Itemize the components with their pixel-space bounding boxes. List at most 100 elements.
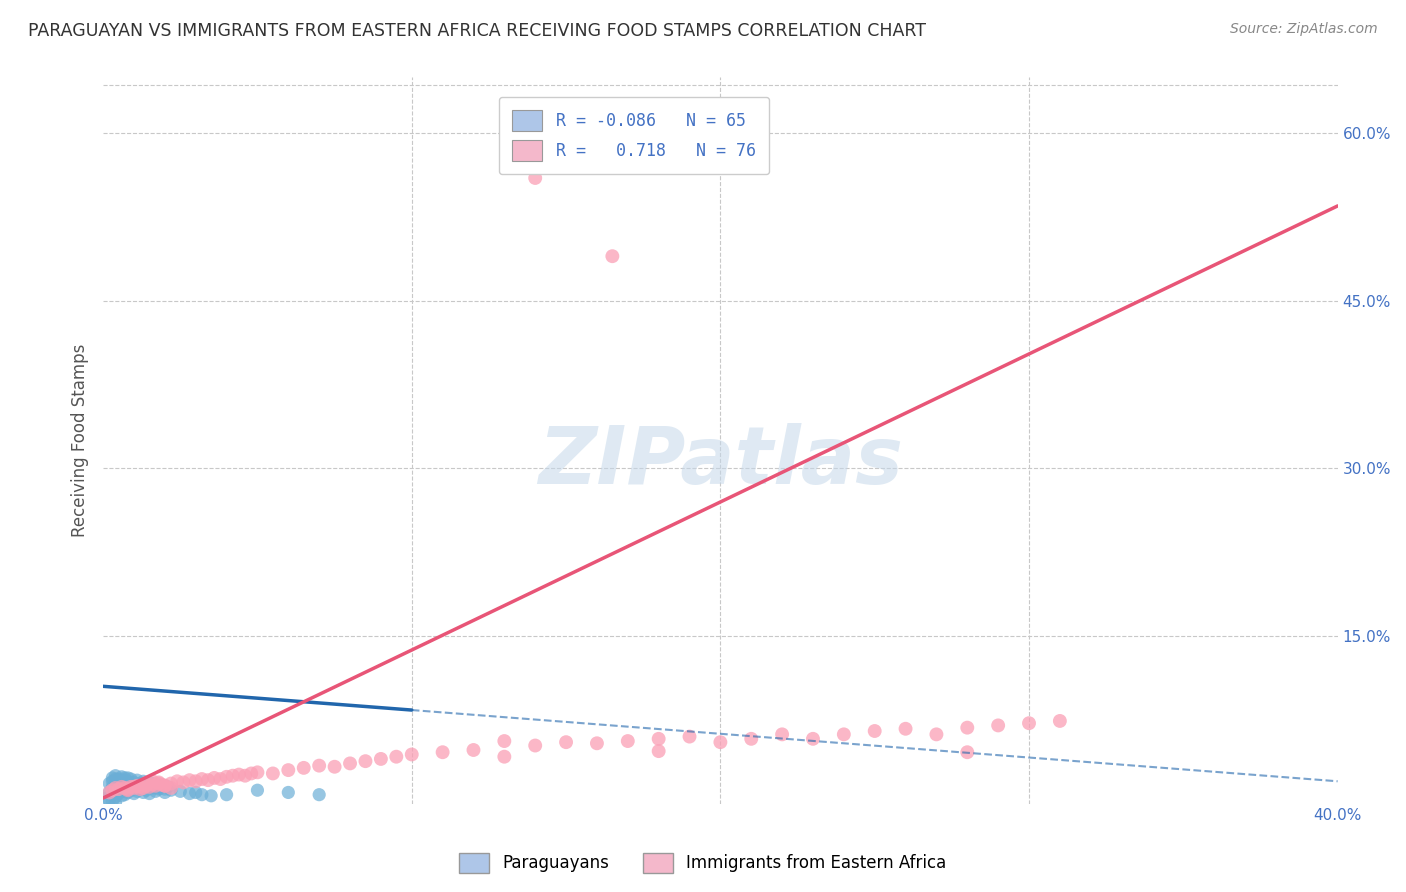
Point xyxy=(602,249,624,263)
Point xyxy=(101,774,124,789)
Point xyxy=(494,734,516,748)
Point xyxy=(166,774,188,789)
Point xyxy=(145,784,167,798)
Point xyxy=(141,780,163,795)
Point xyxy=(169,784,191,798)
Point xyxy=(647,744,669,758)
Point xyxy=(111,770,134,784)
Point xyxy=(107,782,129,797)
Point xyxy=(987,718,1010,732)
Point xyxy=(323,760,346,774)
Point xyxy=(832,727,855,741)
Point xyxy=(308,758,330,772)
Point xyxy=(197,773,219,788)
Point xyxy=(246,783,269,797)
Point xyxy=(678,730,700,744)
Point xyxy=(1018,716,1040,731)
Y-axis label: Receiving Food Stamps: Receiving Food Stamps xyxy=(72,343,89,537)
Point xyxy=(292,761,315,775)
Point xyxy=(107,775,129,789)
Point xyxy=(117,782,139,797)
Point xyxy=(956,745,979,759)
Point xyxy=(209,772,232,786)
Text: Source: ZipAtlas.com: Source: ZipAtlas.com xyxy=(1230,22,1378,37)
Point xyxy=(104,783,127,797)
Text: PARAGUAYAN VS IMMIGRANTS FROM EASTERN AFRICA RECEIVING FOOD STAMPS CORRELATION C: PARAGUAYAN VS IMMIGRANTS FROM EASTERN AF… xyxy=(28,22,927,40)
Point xyxy=(117,771,139,785)
Point xyxy=(1049,714,1071,728)
Point xyxy=(215,770,238,784)
Point xyxy=(156,780,179,794)
Point xyxy=(141,774,163,789)
Point xyxy=(617,734,640,748)
Point xyxy=(153,779,176,793)
Point xyxy=(184,774,207,789)
Point xyxy=(107,787,129,801)
Point xyxy=(120,772,142,786)
Point xyxy=(122,775,145,789)
Point xyxy=(463,743,485,757)
Point xyxy=(135,776,157,790)
Point xyxy=(104,796,127,810)
Point xyxy=(101,780,124,794)
Point xyxy=(740,731,762,746)
Point xyxy=(277,785,299,799)
Text: ZIPatlas: ZIPatlas xyxy=(538,424,903,501)
Point xyxy=(179,773,201,788)
Point xyxy=(107,782,129,797)
Point xyxy=(101,783,124,797)
Point xyxy=(138,787,160,801)
Point xyxy=(956,721,979,735)
Point xyxy=(160,783,183,797)
Point xyxy=(308,788,330,802)
Point xyxy=(122,780,145,795)
Point xyxy=(246,765,269,780)
Point xyxy=(138,779,160,793)
Point xyxy=(262,766,284,780)
Point xyxy=(370,752,392,766)
Point xyxy=(135,779,157,793)
Point xyxy=(179,787,201,801)
Point xyxy=(172,775,194,789)
Point xyxy=(801,731,824,746)
Point xyxy=(770,727,793,741)
Point xyxy=(98,785,121,799)
Point xyxy=(122,780,145,794)
Point xyxy=(586,736,609,750)
Point xyxy=(132,780,155,795)
Point xyxy=(104,769,127,783)
Point xyxy=(200,789,222,803)
Point xyxy=(145,779,167,793)
Point xyxy=(135,783,157,797)
Point xyxy=(150,778,173,792)
Point xyxy=(111,789,134,803)
Point xyxy=(104,772,127,786)
Point xyxy=(104,789,127,804)
Point xyxy=(191,772,214,786)
Point xyxy=(114,773,136,788)
Point xyxy=(202,771,225,785)
Point xyxy=(277,763,299,777)
Point xyxy=(117,779,139,793)
Point xyxy=(148,775,170,789)
Point xyxy=(191,788,214,802)
Point xyxy=(401,747,423,762)
Point xyxy=(184,785,207,799)
Point xyxy=(222,769,245,783)
Point xyxy=(148,782,170,797)
Point xyxy=(524,739,547,753)
Point xyxy=(125,779,148,793)
Point xyxy=(215,788,238,802)
Point xyxy=(494,749,516,764)
Point xyxy=(240,766,263,780)
Point xyxy=(104,780,127,795)
Point xyxy=(122,787,145,801)
Point xyxy=(98,785,121,799)
Point xyxy=(129,776,152,790)
Point xyxy=(114,771,136,785)
Point xyxy=(122,780,145,794)
Point xyxy=(132,785,155,799)
Legend: Paraguayans, Immigrants from Eastern Africa: Paraguayans, Immigrants from Eastern Afr… xyxy=(453,847,953,880)
Point xyxy=(101,771,124,785)
Point xyxy=(107,772,129,786)
